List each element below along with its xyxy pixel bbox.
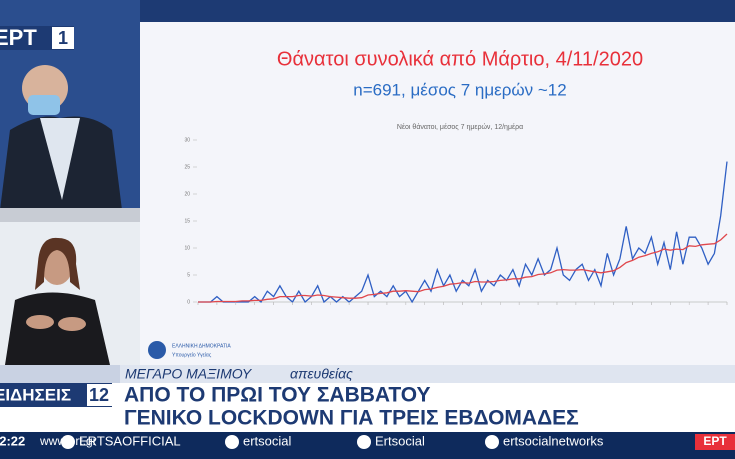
y-tick-label: 0 <box>187 299 190 305</box>
show-hour: 12 <box>89 385 109 405</box>
headline-bar <box>0 383 735 432</box>
interpreter-body <box>5 292 110 365</box>
hour-box <box>87 384 112 406</box>
presenter-shirt <box>40 118 80 200</box>
chart: Νέοι θάνατοι, μέσος 7 ημερών, 12/ημέρα 0… <box>184 123 728 305</box>
y-tick-label: 25 <box>184 164 190 170</box>
slide-subtitle: n=691, μέσος 7 ημερών ~12 <box>353 80 566 99</box>
series-line <box>198 233 728 303</box>
social-handle: ertsocial <box>243 433 292 448</box>
social-icon <box>485 435 499 449</box>
desk <box>0 208 140 222</box>
socials: ERTSAOFFICIAL ertsocial Ertsocial ertsocial… <box>61 433 604 449</box>
y-tick-label: 5 <box>187 272 190 278</box>
ticker-brand: ΕΡΤ <box>703 434 727 448</box>
ministry-line: Υπουργείο Υγείας <box>172 352 212 358</box>
logo-number: 1 <box>58 28 68 48</box>
logo-box <box>52 27 74 49</box>
social-handle: Ertsocial <box>375 433 425 448</box>
interpreter-hair <box>35 237 80 290</box>
social-icon <box>61 435 75 449</box>
headline-line: ΑΠΟ ΤΟ ΠΡΩΙ ΤΟΥ ΣΑΒΒΑΤΟΥ <box>124 384 431 407</box>
y-tick-label: 20 <box>184 191 190 197</box>
social-handle: ertsocialnetworks <box>503 433 604 448</box>
status: απευθείας <box>290 366 353 382</box>
interpreter-hand <box>26 315 54 329</box>
social-icon <box>225 435 239 449</box>
logo-channel: ΕΡΤ <box>0 25 37 50</box>
social-handle: ERTSAOFFICIAL <box>79 433 181 448</box>
y-tick-label: 10 <box>184 245 190 251</box>
presenter-mask <box>28 95 60 115</box>
slide <box>140 22 735 365</box>
ticker-time: 12:22 <box>0 433 25 448</box>
location: ΜΕΓΑΡΟ ΜΑΞΙΜΟΥ <box>125 366 253 382</box>
social-icon <box>357 435 371 449</box>
location-accent <box>0 365 120 383</box>
interpreter-hand <box>58 317 86 331</box>
ministry-line: ΕΛΛΗΝΙΚΗ ΔΗΜΟΚΡΑΤΙΑ <box>172 343 231 349</box>
location-bar <box>0 365 735 383</box>
y-tick-label: 30 <box>184 137 190 143</box>
slide-title: Θάνατοι συνολικά από Μάρτιο, 4/11/2020 <box>277 48 643 70</box>
y-tick-label: 15 <box>184 218 190 224</box>
show-name: ΕΙΔΗΣΕΙΣ <box>0 385 71 404</box>
ministry-emblem <box>148 341 166 359</box>
chart-title: Νέοι θάνατοι, μέσος 7 ημερών, 12/ημέρα <box>397 123 523 131</box>
brand-box <box>695 434 735 450</box>
headline-line: ΓΕΝΙΚΟ LOCKDOWN ΓΙΑ ΤΡΕΙΣ ΕΒΔΟΜΑΔΕΣ <box>124 407 579 430</box>
